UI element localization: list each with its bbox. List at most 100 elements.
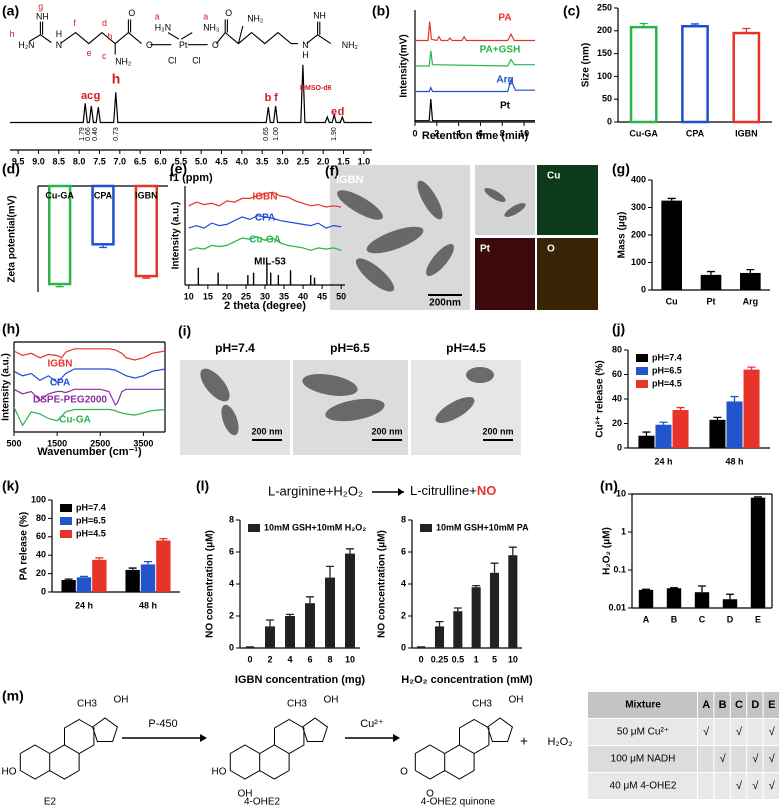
legend-label: pH=6.5	[76, 515, 106, 525]
table-cell	[698, 719, 714, 745]
legend-label: pH=4.5	[76, 528, 106, 538]
scale-label: 200 nm	[482, 426, 513, 436]
x-tick-label: 9.0	[32, 156, 45, 166]
molecule-skeleton	[19, 717, 118, 780]
series-label: CPA	[255, 213, 275, 224]
x-tick-label: 8	[500, 128, 505, 138]
trace	[188, 215, 342, 229]
bar	[740, 272, 761, 290]
peak-label: g	[94, 90, 101, 102]
x-tick-label: 6	[307, 654, 312, 664]
x-tick-label: Cu	[666, 296, 678, 306]
y-axis-label: H₂O₂ (μM)	[602, 527, 613, 575]
compound-name: 4-OHE2	[244, 797, 281, 808]
bar	[722, 599, 738, 608]
y-tick-label: 8	[229, 514, 234, 524]
table-text: 40 μM 4-OHE2	[610, 781, 677, 792]
y-tick-label: 0	[401, 642, 406, 652]
error-bar	[754, 496, 762, 498]
bar	[416, 647, 426, 648]
scale-label: 200 nm	[251, 426, 282, 436]
x-tick-label: 1	[474, 654, 479, 664]
bar	[629, 25, 658, 124]
table-text: √	[769, 780, 776, 792]
x-tick-label: 10	[345, 654, 355, 664]
table-cell	[730, 692, 747, 718]
error-bar	[490, 562, 499, 573]
atom-tag: c	[102, 51, 107, 61]
atom-label: CH3	[287, 699, 307, 710]
x-tick-label: 5.5	[175, 156, 188, 166]
table-cell	[730, 773, 747, 799]
x-tick-label: 8.0	[73, 156, 86, 166]
x-tick-label: 35	[279, 291, 289, 301]
table-header: B	[719, 699, 727, 711]
table-cell	[698, 692, 714, 718]
legend-swatch	[636, 367, 648, 375]
x-tick-label: 0	[247, 654, 252, 664]
peak-label: h	[112, 71, 121, 87]
peak-label: b	[265, 92, 272, 104]
bar	[125, 569, 140, 592]
y-tick-label: 50	[602, 94, 612, 104]
bar	[48, 184, 72, 286]
trace	[10, 64, 372, 124]
error-bar	[726, 593, 734, 600]
bar	[140, 564, 156, 592]
series-label: Pt	[500, 101, 511, 112]
bar	[285, 616, 295, 648]
x-tick-label: Cu-GA	[45, 190, 74, 200]
x-tick-label: 6	[478, 128, 483, 138]
y-tick-label: 0.1	[613, 564, 626, 574]
image-label: IGBN	[336, 174, 364, 186]
error-bar	[659, 421, 668, 425]
error-bar	[64, 578, 73, 581]
panel-label: (k)	[2, 478, 19, 494]
table-text: √	[769, 753, 776, 765]
series-label: CPA	[50, 378, 70, 389]
table-cell	[730, 719, 747, 745]
atom-label: OH	[114, 695, 129, 706]
table-cell	[763, 719, 779, 745]
error-bar	[266, 619, 274, 627]
table-cell	[763, 773, 779, 799]
atom-label: H	[302, 50, 308, 60]
table-cell	[763, 692, 779, 718]
x-tick-label: Arg	[743, 296, 759, 306]
atom-label: Cl	[168, 56, 176, 66]
error-bar	[55, 284, 64, 288]
x-tick-label: 4.5	[215, 156, 228, 166]
y-tick-label: 400	[631, 174, 646, 184]
x-tick-label: 0.25	[431, 654, 449, 664]
y-axis-label: Cu²⁺ release (%)	[595, 360, 606, 438]
bar	[732, 31, 761, 124]
table-text: √	[752, 780, 759, 792]
trace	[415, 99, 535, 122]
panel-label: (n)	[600, 478, 618, 494]
atom-label: H₃N	[155, 23, 171, 33]
error-bar	[80, 575, 88, 578]
product: L-citrulline+	[410, 483, 477, 498]
error-bar	[508, 546, 517, 556]
trace	[415, 50, 535, 67]
error-bar	[707, 270, 715, 275]
panel-label: (l)	[196, 478, 209, 494]
reagent: Cu²⁺	[360, 718, 384, 730]
map-label: Cu	[547, 171, 560, 182]
legend-label: 10mM GSH+10mM PA	[436, 522, 529, 532]
error-bar	[747, 366, 756, 370]
trace	[415, 78, 535, 93]
error-bar	[99, 244, 107, 249]
arrow-head	[398, 488, 404, 496]
image-title: pH=7.4	[215, 341, 255, 355]
y-tick-label: 6	[401, 546, 406, 556]
x-axis-label: Wavenumber (cm⁻¹)	[37, 446, 142, 458]
y-tick-label: 200	[597, 25, 612, 35]
molecule-skeleton	[414, 717, 513, 780]
bar	[265, 626, 275, 648]
y-tick-label: 0	[617, 442, 622, 452]
bar	[743, 369, 760, 448]
x-tick-label: IGBN	[135, 190, 158, 200]
atom-label: HO	[2, 767, 17, 778]
